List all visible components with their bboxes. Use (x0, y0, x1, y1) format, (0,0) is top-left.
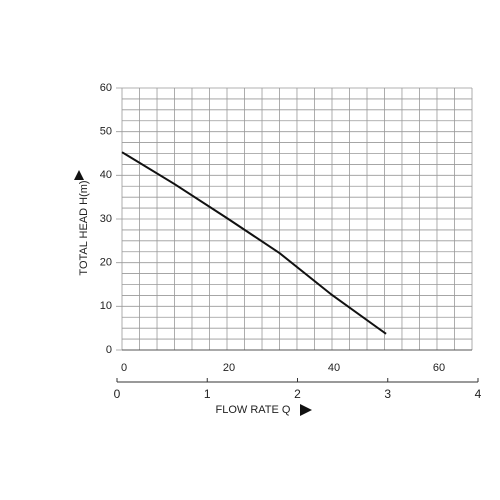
y-tick-label: 0 (106, 344, 112, 356)
x2-tick-label: 2 (294, 387, 301, 401)
y-tick-label: 20 (100, 257, 112, 269)
x2-tick-label: 3 (384, 387, 391, 401)
y-tick-label: 30 (100, 213, 112, 225)
y-tick-label: 40 (100, 169, 112, 181)
x-tick-label: 40 (328, 362, 340, 374)
x-tick-label: 60 (433, 362, 445, 374)
curve (121, 151, 387, 335)
x-tick-label: 20 (223, 362, 235, 374)
x2-tick-label: 1 (204, 387, 211, 401)
y-arrow (74, 170, 84, 180)
y-tick-label: 10 (100, 300, 112, 312)
x-tick-label: 0 (121, 362, 127, 374)
x2-tick-label: 4 (475, 387, 482, 401)
x-axis-label: FLOW RATE Q (216, 404, 291, 416)
x2-tick-label: 0 (114, 387, 121, 401)
x-arrow (300, 404, 312, 416)
y-tick-label: 60 (100, 82, 112, 94)
y-axis-label: TOTAL HEAD H(m) (78, 180, 90, 275)
y-tick-label: 50 (100, 126, 112, 138)
